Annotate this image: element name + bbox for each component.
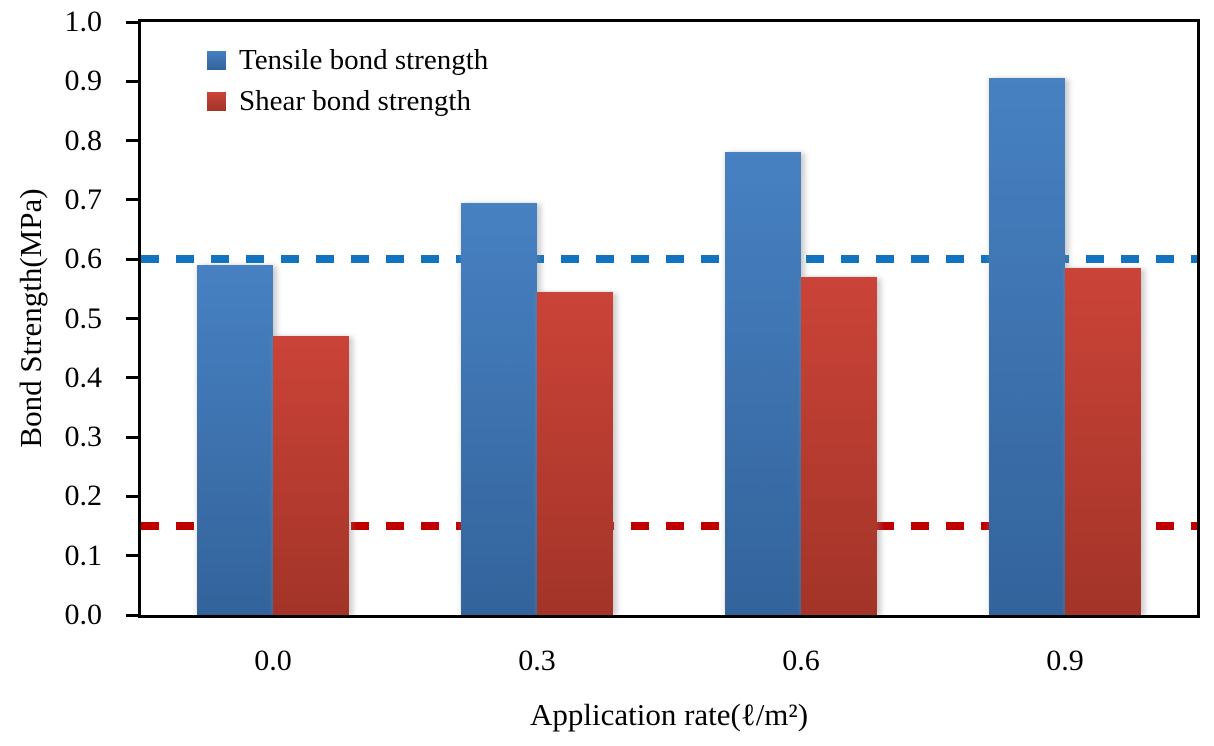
plot-area: Tensile bond strength Shear bond strengt… (138, 19, 1200, 618)
y-axis-tick (126, 435, 139, 439)
y-axis-tick (126, 20, 139, 24)
y-axis-tick (126, 376, 139, 380)
bar-shear-0.0 (273, 336, 349, 615)
tensile-legend-swatch-icon (207, 50, 226, 70)
y-axis-tick-label: 0.2 (64, 479, 103, 513)
y-axis-title: Bond Strength(MPa) (13, 188, 48, 448)
y-axis-tick (126, 554, 139, 558)
y-axis-tick (126, 198, 139, 202)
legend: Tensile bond strength Shear bond strengt… (207, 42, 488, 119)
x-axis-tick-label: 0.3 (518, 644, 556, 677)
y-axis-tick (126, 317, 139, 320)
y-axis-tick (126, 139, 139, 143)
y-axis-tick (126, 613, 139, 617)
y-axis-tick (126, 79, 139, 83)
y-axis-tick-label: 0.0 (64, 598, 103, 631)
shear-legend-label: Shear bond strength (239, 85, 471, 117)
x-axis-title: Application rate(ℓ/m²) (529, 697, 809, 732)
bar-tensile-0.6 (725, 152, 801, 615)
y-axis-tick (126, 257, 139, 261)
y-axis-tick-label: 0.1 (64, 538, 103, 572)
x-axis-tick-label: 0.0 (254, 644, 292, 677)
shear-legend-swatch-icon (207, 91, 226, 111)
x-axis-tick-label: 0.6 (782, 644, 820, 677)
tensile-legend-label: Tensile bond strength (239, 44, 489, 76)
y-axis-tick-label: 0.7 (64, 182, 103, 216)
y-axis-tick-label: 0.9 (64, 64, 103, 98)
y-axis-tick-label: 0.5 (64, 301, 103, 335)
y-axis-tick-label: 1.0 (64, 5, 103, 38)
y-axis-tick-label: 0.3 (64, 420, 103, 454)
bar-shear-0.3 (537, 291, 613, 615)
y-axis-tick-label: 0.8 (64, 123, 103, 157)
bar-tensile-0.3 (461, 202, 537, 615)
y-axis-tick-label: 0.4 (64, 360, 103, 394)
bar-tensile-0.9 (989, 78, 1065, 615)
x-axis-tick-label: 0.9 (1046, 644, 1084, 677)
y-axis-tick (126, 494, 139, 498)
bar-tensile-0.0 (197, 265, 273, 615)
y-axis-tick-label: 0.6 (64, 242, 103, 276)
bar-shear-0.6 (801, 276, 877, 615)
legend-item-tensile: Tensile bond strength (207, 42, 488, 78)
shear-limit-dashed-line (141, 522, 1197, 531)
legend-item-shear: Shear bond strength (207, 83, 488, 119)
bar-shear-0.9 (1065, 268, 1141, 615)
tensile-limit-dashed-line (141, 255, 1197, 264)
